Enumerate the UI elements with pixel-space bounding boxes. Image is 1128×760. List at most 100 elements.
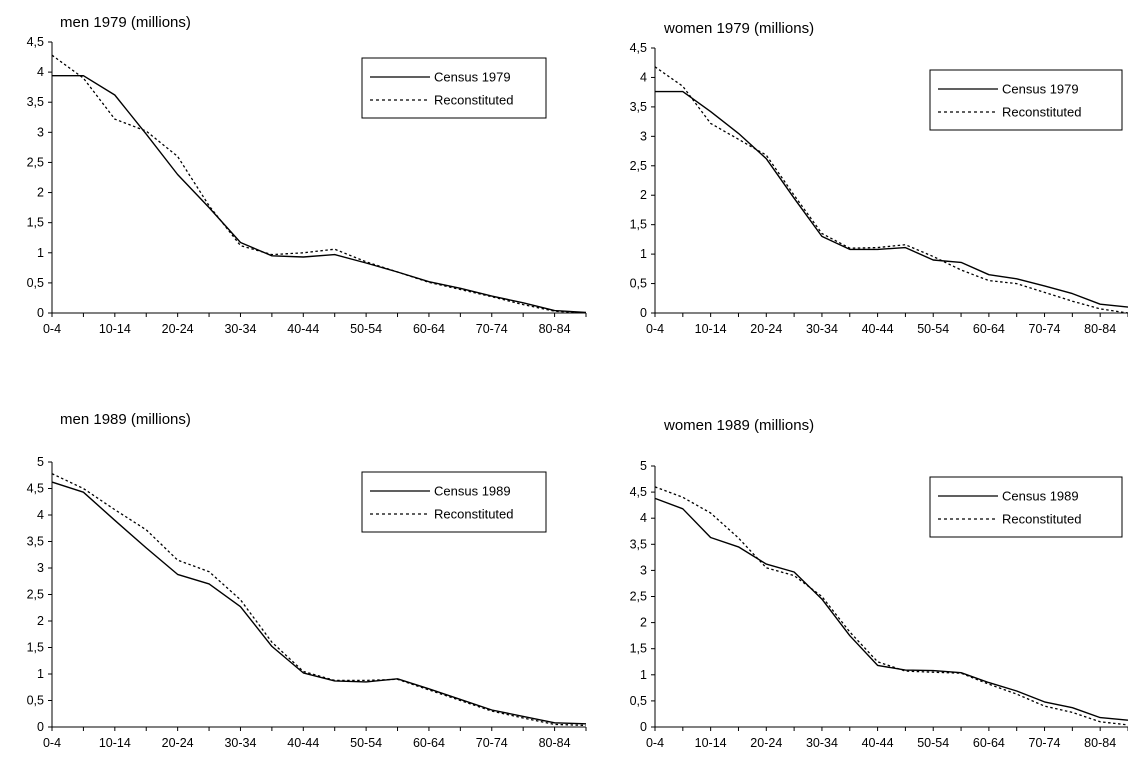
x-tick-label: 10-14 [99, 736, 131, 750]
x-tick-label: 60-64 [973, 322, 1005, 336]
x-tick-label: 0-4 [43, 322, 61, 336]
y-tick-label: 4 [37, 508, 44, 522]
x-tick-label: 60-64 [973, 736, 1005, 750]
x-tick-label: 80-84 [539, 736, 571, 750]
x-tick-label: 50-54 [917, 736, 949, 750]
x-tick-label: 30-34 [806, 736, 838, 750]
x-tick-label: 70-74 [1029, 322, 1061, 336]
legend-label: Census 1989 [1002, 489, 1079, 504]
legend-label: Reconstituted [434, 93, 514, 108]
y-tick-label: 0 [37, 306, 44, 320]
legend-label: Reconstituted [1002, 105, 1082, 120]
y-tick-label: 0 [37, 720, 44, 734]
y-tick-label: 3,5 [27, 535, 44, 549]
series-line-census [51, 481, 587, 725]
y-tick-label: 3 [37, 561, 44, 575]
chart-men-1979-svg: men 1979 (millions) 0 0,5 1 1,5 2 2,5 3 3,5 4 4,5 0… [27, 14, 587, 336]
x-tick-label: 50-54 [350, 322, 382, 336]
y-tick-label: 4,5 [630, 485, 647, 499]
chart-title: men 1989 (millions) [60, 411, 191, 428]
series-line-census [52, 74, 587, 314]
y-tick-label: 1 [640, 247, 647, 261]
y-tick-label: 1 [37, 246, 44, 260]
x-tick-label: 30-34 [224, 736, 256, 750]
chart-women-1979: women 1979 (millions) 0 0,5 1 1,5 2 2,5 3 3,5 4 4,… [600, 0, 1128, 345]
x-tick-label: 80-84 [539, 322, 571, 336]
y-tick-label: 1,5 [630, 642, 647, 656]
x-tick-label: 60-64 [413, 322, 445, 336]
chart-men-1989: men 1989 (millions) 0 0,5 1 1,5 2 2,5 3 3,5 4 4,5 5… [0, 400, 600, 760]
y-tick-label: 2,5 [27, 155, 44, 169]
series-line-reconstituted [51, 473, 587, 727]
x-tick-label: 20-24 [750, 322, 782, 336]
y-tick-label: 5 [37, 455, 44, 469]
y-tick-label: 4,5 [27, 482, 44, 496]
x-tick-label: 20-24 [162, 322, 194, 336]
y-tick-label: 3,5 [630, 100, 647, 114]
y-tick-label: 4,5 [630, 41, 647, 55]
x-tick-label: 70-74 [476, 736, 508, 750]
x-tick-label: 50-54 [350, 736, 382, 750]
y-tick-label: 0,5 [630, 694, 647, 708]
y-tick-label: 3,5 [27, 95, 44, 109]
x-tick-label: 20-24 [162, 736, 194, 750]
x-tick-label: 20-24 [750, 736, 782, 750]
legend-label: Census 1979 [1002, 82, 1079, 97]
y-tick-label: 1,5 [27, 641, 44, 655]
x-tick-label: 80-84 [1084, 736, 1116, 750]
legend-label: Reconstituted [434, 507, 514, 522]
y-tick-label: 1,5 [27, 216, 44, 230]
y-tick-label: 3 [37, 125, 44, 139]
x-tick-label: 0-4 [646, 736, 664, 750]
series-line-census [654, 497, 1128, 721]
y-tick-label: 2 [37, 614, 44, 628]
legend-label: Reconstituted [1002, 512, 1082, 527]
x-tick-label: 40-44 [287, 736, 319, 750]
x-tick-label: 10-14 [695, 736, 727, 750]
y-tick-label: 2 [640, 616, 647, 630]
y-tick-label: 4 [640, 511, 647, 525]
y-tick-label: 2,5 [630, 590, 647, 604]
x-tick-label: 10-14 [99, 322, 131, 336]
y-tick-label: 1,5 [630, 218, 647, 232]
y-tick-label: 3 [640, 563, 647, 577]
chart-title: women 1989 (millions) [663, 417, 814, 434]
chart-women-1989-svg: women 1989 (millions) 0 0,5 1 1,5 2 2,5 3 3,5 4 4,… [630, 417, 1128, 750]
y-tick-label: 3,5 [630, 537, 647, 551]
chart-men-1979: men 1979 (millions) 0 0,5 1 1,5 2 2,5 3 3,5 4 4,5 0… [0, 0, 600, 345]
y-tick-label: 4,5 [27, 35, 44, 49]
x-tick-label: 60-64 [413, 736, 445, 750]
y-tick-label: 0 [640, 720, 647, 734]
y-tick-label: 1 [37, 667, 44, 681]
x-tick-label: 30-34 [806, 322, 838, 336]
legend-box [361, 57, 547, 119]
x-tick-label: 70-74 [476, 322, 508, 336]
x-tick-label: 30-34 [224, 322, 256, 336]
x-tick-label: 40-44 [862, 322, 894, 336]
y-tick-label: 4 [37, 65, 44, 79]
x-tick-label: 70-74 [1029, 736, 1061, 750]
y-tick-label: 0 [640, 306, 647, 320]
y-tick-label: 0,5 [630, 277, 647, 291]
chart-title: women 1979 (millions) [663, 20, 814, 37]
y-tick-label: 2,5 [630, 159, 647, 173]
series-line-census [655, 90, 1128, 308]
legend-label: Census 1979 [434, 70, 511, 85]
legend-label: Census 1989 [434, 484, 511, 499]
y-tick-label: 3 [640, 129, 647, 143]
x-tick-label: 40-44 [862, 736, 894, 750]
chart-title: men 1979 (millions) [60, 14, 191, 31]
chart-women-1989: women 1989 (millions) 0 0,5 1 1,5 2 2,5 3 3,5 4 4,… [600, 400, 1128, 760]
series-line-reconstituted [654, 66, 1128, 314]
y-tick-label: 1 [640, 668, 647, 682]
x-tick-label: 50-54 [917, 322, 949, 336]
chart-men-1989-svg: men 1989 (millions) 0 0,5 1 1,5 2 2,5 3 3,5 4 4,5 5… [27, 411, 587, 750]
x-tick-label: 40-44 [287, 322, 319, 336]
chart-women-1979-svg: women 1979 (millions) 0 0,5 1 1,5 2 2,5 3 3,5 4 4,… [630, 20, 1128, 336]
legend-box [929, 69, 1123, 131]
x-tick-label: 0-4 [646, 322, 664, 336]
y-tick-label: 2 [37, 186, 44, 200]
y-tick-label: 5 [640, 459, 647, 473]
x-tick-label: 80-84 [1084, 322, 1116, 336]
x-tick-label: 0-4 [43, 736, 61, 750]
